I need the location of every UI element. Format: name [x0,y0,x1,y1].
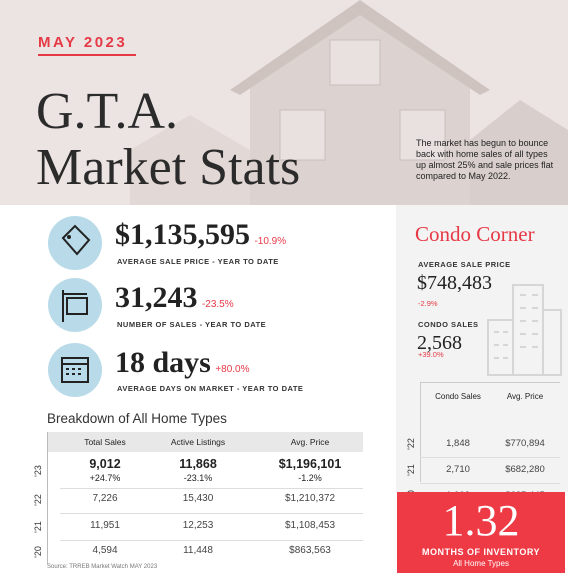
year: '21 [33,521,43,533]
col-header: Avg. Price [290,437,330,447]
col-header: Total Sales [84,437,126,447]
col-header: Active Listings [170,437,226,447]
stat-label: AVERAGE DAYS ON MARKET - YEAR TO DATE [117,384,304,393]
condo-title: Condo Corner [415,222,535,246]
condo-stat-label: CONDO SALES [418,320,479,329]
condo-sales: 1,848 [446,438,470,449]
year: '22 [33,494,43,506]
condo-year: '21 [406,464,416,476]
building-icon [487,284,562,376]
title-line-2: Market Stats [36,139,301,196]
rule [420,382,421,482]
inventory-sublabel: All Home Types [453,559,509,568]
stat-change: +80.0% [215,364,250,375]
condo-panel [396,205,568,492]
stat-row: 31,243 -23.5% [115,281,234,315]
condo-col-header: Condo Sales [435,392,481,401]
cell-value: 7,226 [92,493,118,504]
cell-change: +24.7% [89,473,121,483]
cell-value: $863,563 [289,545,331,556]
year: '20 [33,546,43,558]
cell-change: -23.1% [183,473,213,483]
stat-label: AVERAGE SALE PRICE - YEAR TO DATE [117,257,279,266]
condo-sales: 2,710 [446,464,470,475]
stat-change: -23.5% [201,299,234,310]
condo-stat-value: 2,568 [417,332,462,354]
condo-stat-change: -2.9% [418,299,438,308]
cell-value: 12,253 [182,520,214,531]
date: MAY 2023 [38,34,128,51]
stat-icons [48,216,102,397]
stat-row: $1,135,595 -10.9% [115,218,286,252]
table-header-bg [47,432,363,452]
cell-value: $1,108,453 [284,520,336,531]
title-line-1: G.T.A. [36,83,179,140]
condo-price: $682,280 [505,464,545,475]
rule [60,513,363,514]
rule [60,488,363,489]
condo-price: $770,894 [505,438,545,449]
rule [420,483,560,484]
date-underline [38,54,136,56]
cell-value: 4,594 [92,545,118,556]
cell-value: 9,012 [89,457,121,471]
rule [420,382,560,383]
condo-stat-change: +39.0% [418,350,444,359]
stat-change: -10.9% [254,236,287,247]
stat-value: $1,135,595 [115,218,250,251]
rule [420,457,560,458]
cell-value: 11,951 [90,520,120,531]
condo-stat-label: AVERAGE SALE PRICE [418,260,511,269]
cell-value: 11,868 [179,457,217,471]
cell-change: -1.2% [298,473,322,483]
year: '23 [33,465,43,477]
condo-col-header: Avg. Price [506,392,544,401]
condo-year: '22 [406,438,416,450]
condo-stat-value: $748,483 [417,272,492,294]
rule [47,432,48,564]
stat-value: 31,243 [115,281,198,314]
source: Source: TRREB Market Watch MAY 2023 [47,564,158,570]
stat-value: 18 days [115,346,211,379]
stat-label: NUMBER OF SALES - YEAR TO DATE [117,320,267,329]
stat-row: 18 days +80.0% [115,346,250,380]
cell-value: 15,430 [182,493,214,504]
cell-value: $1,210,372 [284,493,336,504]
summary: The market has begun to bounce back with… [416,138,554,181]
cell-value: $1,196,101 [278,457,342,471]
inventory-label: MONTHS OF INVENTORY [421,547,541,557]
inventory-value: 1.32 [442,496,520,545]
cell-value: 11,448 [183,545,213,556]
inventory-box [397,492,565,573]
rule [60,540,363,541]
house-image [130,0,568,205]
breakdown-title: Breakdown of All Home Types [47,411,227,426]
